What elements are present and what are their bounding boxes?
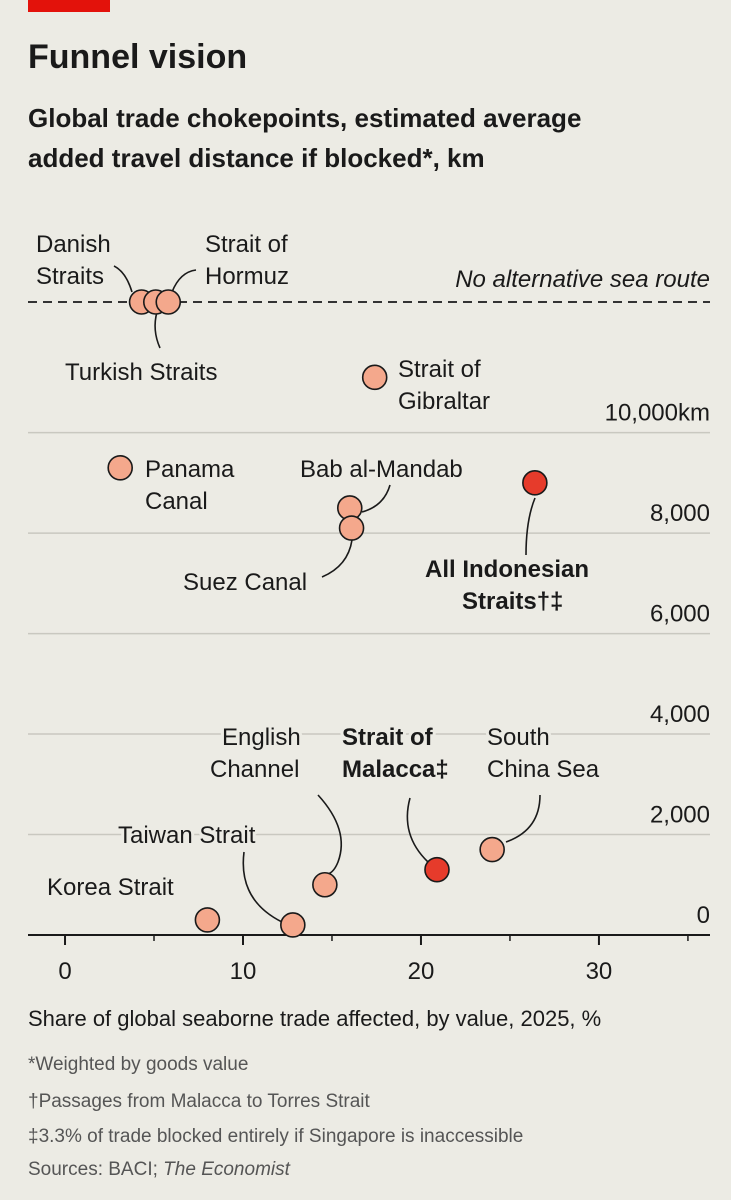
annotation: No alternative sea route: [455, 266, 710, 293]
leader-line: [317, 794, 342, 875]
point-label: South: [487, 724, 550, 751]
sources-text: Sources: BACI;: [28, 1159, 163, 1180]
y-tick-label: 8,000: [650, 500, 710, 527]
point-label: Channel: [210, 756, 299, 783]
x-tick-label: 10: [230, 958, 257, 985]
leader-line: [505, 794, 541, 843]
point: [338, 515, 365, 541]
point-label: Bab al-Mandab: [300, 456, 463, 483]
x-tick-label: 20: [408, 958, 435, 985]
point-label: Korea Strait: [47, 874, 174, 901]
y-tick-label: 6,000: [650, 601, 710, 628]
sources-text: The Economist: [163, 1159, 290, 1180]
leader-line: [154, 311, 161, 349]
point-label: Taiwan Strait: [118, 822, 256, 849]
point-label: Canal: [145, 488, 208, 515]
subtitle: Global trade chokepoints, estimated aver…: [28, 103, 581, 133]
point: [361, 364, 388, 391]
footnote: ‡3.3% of trade blocked entirely if Singa…: [28, 1126, 523, 1147]
subtitle: added travel distance if blocked*, km: [28, 143, 485, 173]
point: [107, 454, 133, 481]
sources: Sources: BACI; The Economist: [28, 1159, 291, 1180]
point-label: Gibraltar: [398, 388, 490, 415]
point-label: Suez Canal: [183, 569, 307, 596]
x-tick-label: 30: [586, 958, 613, 985]
point-label: Strait of: [342, 724, 434, 751]
footnote: *Weighted by goods value: [28, 1054, 248, 1075]
point-label: Danish: [36, 231, 111, 258]
point: [479, 836, 505, 863]
point: [194, 907, 221, 933]
chart-title: Funnel vision: [28, 38, 247, 76]
point-label: Hormuz: [205, 263, 289, 290]
x-axis-label: Share of global seaborne trade affected,…: [28, 1006, 601, 1031]
leader-line: [321, 539, 353, 578]
point: [424, 856, 450, 883]
point-label: Straits†‡: [462, 588, 563, 615]
point-label: Straits: [36, 263, 104, 290]
point-label: China Sea: [487, 756, 600, 783]
leader-line: [525, 497, 536, 556]
x-tick-label: 0: [58, 958, 71, 985]
point: [522, 470, 548, 496]
point-label: Panama: [145, 456, 235, 483]
y-tick-label: 0: [697, 902, 710, 929]
y-tick-label: 2,000: [650, 802, 710, 829]
point-label: Strait of: [398, 356, 481, 383]
leader-line: [406, 797, 429, 863]
footnote: †Passages from Malacca to Torres Strait: [28, 1091, 371, 1112]
leader-line: [242, 851, 283, 923]
y-tick-label: 4,000: [650, 701, 710, 728]
leader-line: [361, 484, 391, 513]
y-tick-label: 10,000km: [605, 400, 710, 427]
point-label: Strait of: [205, 231, 288, 258]
point: [155, 289, 182, 315]
leader-line: [171, 269, 197, 293]
point-label: Turkish Straits: [65, 359, 217, 386]
point: [280, 912, 306, 938]
point-label: Malacca‡: [342, 756, 449, 783]
point-label: All Indonesian: [425, 556, 589, 583]
point: [312, 871, 338, 898]
point-label: English: [222, 724, 301, 751]
leader-line: [113, 265, 133, 293]
brand-tag: [28, 0, 110, 12]
